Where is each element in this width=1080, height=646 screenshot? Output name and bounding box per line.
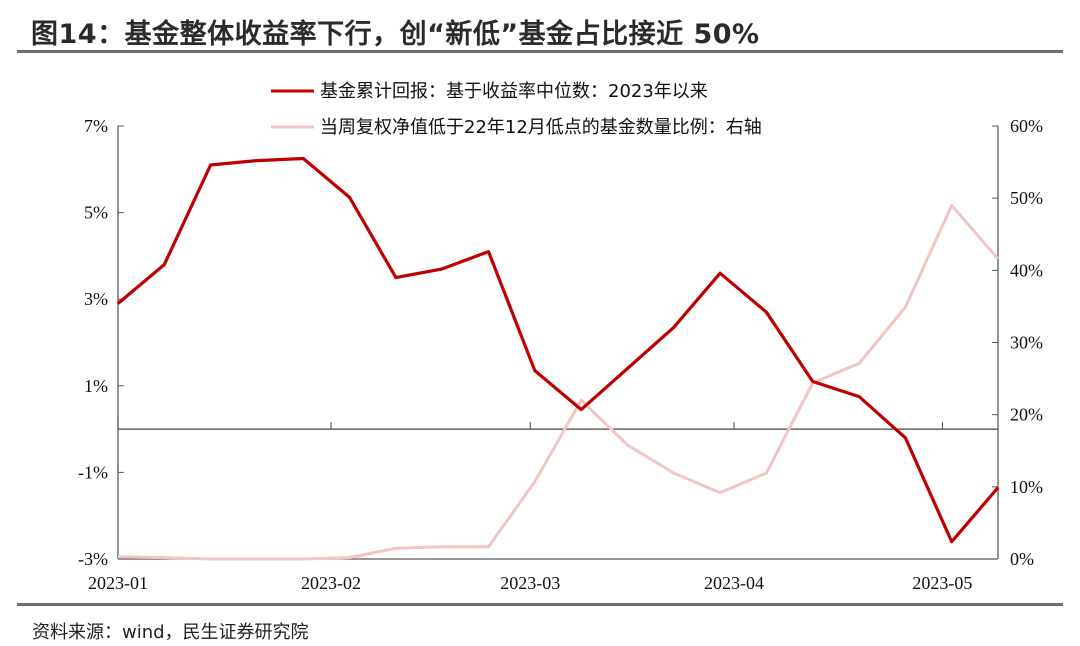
x-tick-label: 2023-01	[88, 573, 148, 593]
source-rule	[17, 603, 1063, 606]
left-tick-label: 1%	[84, 376, 108, 396]
right-tick-label: 50%	[1010, 188, 1043, 208]
legend-label-series-2: 当周复权净值低于22年12月低点的基金数量比例：右轴	[320, 117, 762, 138]
axis-layer: 7% 5% 3% 1% -1% -3% 60% 50% 40% 30% 20% 10% 0% 2023-0…	[78, 116, 1043, 593]
x-tick-label: 2023-05	[912, 573, 972, 593]
source-note: 资料来源：wind，民生证券研究院	[32, 622, 309, 643]
x-tick-label: 2023-03	[500, 573, 560, 593]
left-tick-label: 7%	[84, 116, 108, 136]
right-tick-label: 30%	[1010, 333, 1043, 353]
legend: 基金累计回报：基于收益率中位数：2023年以来 当周复权净值低于22年12月低点…	[271, 81, 762, 138]
title-rule	[17, 50, 1063, 53]
series-1-line	[116, 156, 1000, 544]
left-tick-label: 5%	[84, 203, 108, 223]
right-tick-label: 10%	[1010, 477, 1043, 497]
x-tick-label: 2023-04	[704, 573, 764, 593]
right-tick-label: 20%	[1010, 405, 1043, 425]
left-tick-label: 3%	[84, 289, 108, 309]
series-2-line	[117, 203, 1000, 561]
left-tick-label: -3%	[78, 549, 108, 569]
right-tick-label: 40%	[1010, 260, 1043, 280]
chart-title: 图14：基金整体收益率下行，创“新低”基金占比接近 50%	[31, 19, 760, 50]
legend-label-series-1: 基金累计回报：基于收益率中位数：2023年以来	[320, 81, 708, 102]
series-layer	[116, 156, 1000, 561]
x-tick-label: 2023-02	[301, 573, 361, 593]
right-tick-label: 0%	[1010, 549, 1034, 569]
left-tick-label: -1%	[78, 462, 108, 482]
right-tick-label: 60%	[1010, 116, 1043, 136]
